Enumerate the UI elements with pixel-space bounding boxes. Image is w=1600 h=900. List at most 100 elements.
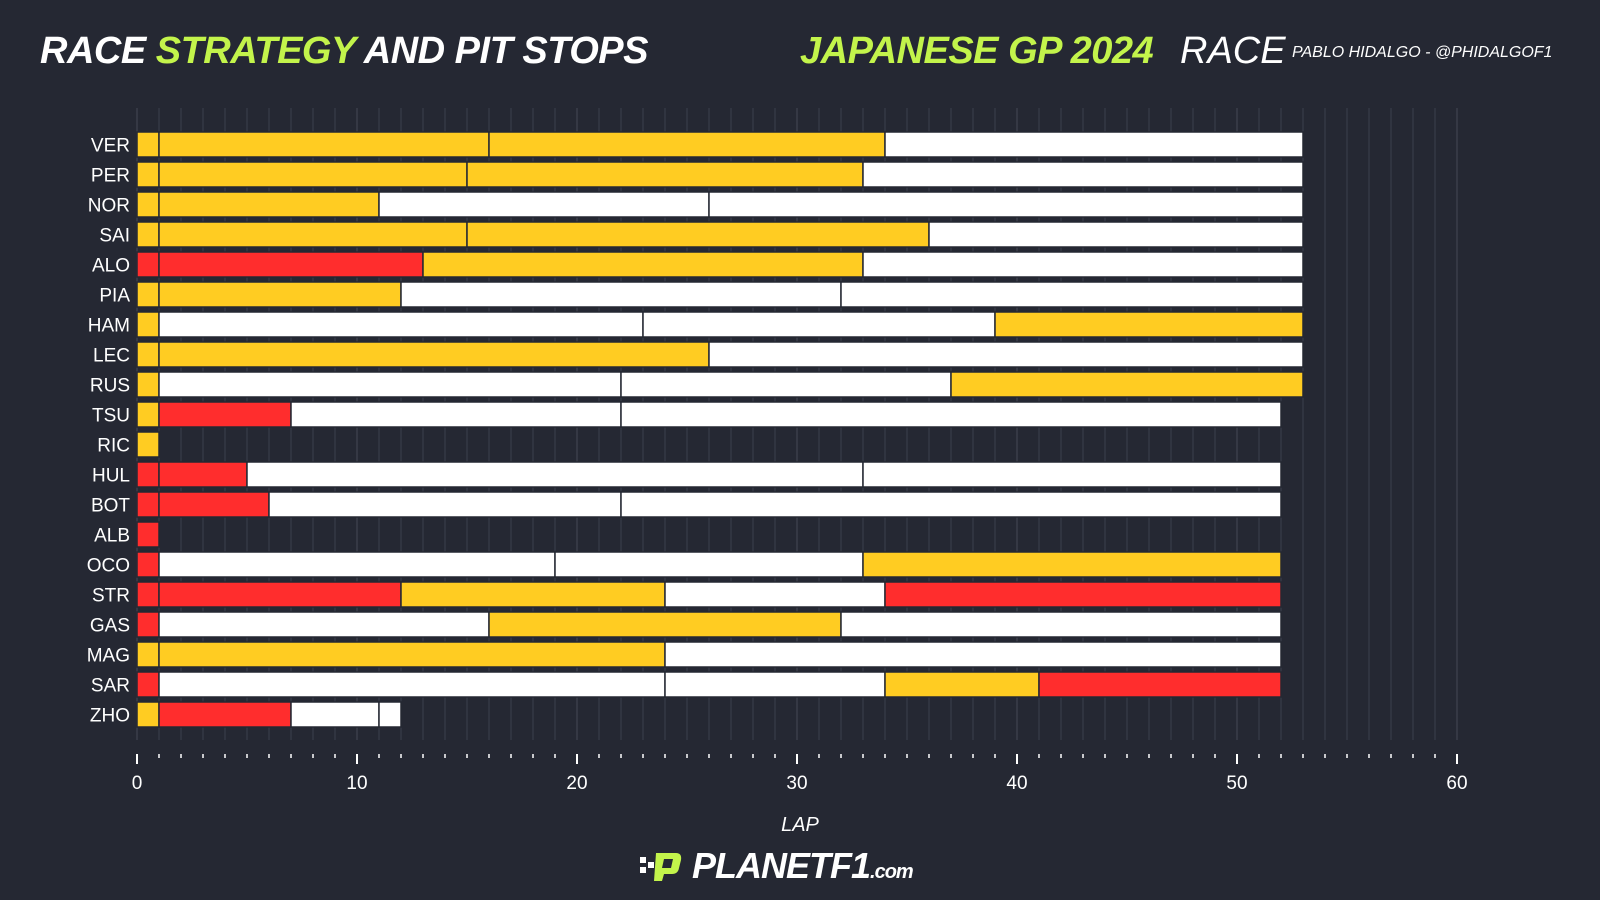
- stint-bar-hard: [862, 461, 1282, 488]
- stint-bar-soft: [158, 491, 270, 518]
- stint-bar-hard: [290, 401, 622, 428]
- driver-label-nor: NOR: [88, 196, 130, 217]
- stint-bar-medium: [158, 341, 710, 368]
- stint-bar-medium: [136, 281, 160, 308]
- driver-label-ham: HAM: [88, 316, 130, 337]
- driver-label-sai: SAI: [99, 226, 130, 247]
- stint-bar-hard: [158, 371, 622, 398]
- stint-bar-hard: [840, 611, 1282, 638]
- stint-bar-soft: [136, 521, 160, 548]
- stint-bar-medium: [136, 701, 160, 728]
- stint-bar-soft: [136, 491, 160, 518]
- logo-suffix: .com: [870, 861, 914, 883]
- stint-bar-medium: [136, 131, 160, 158]
- stint-bar-medium: [488, 131, 886, 158]
- event-name: JAPANESE GP 2024: [800, 30, 1154, 72]
- stint-bar-hard: [620, 491, 1282, 518]
- stint-bar-soft: [1038, 671, 1282, 698]
- driver-label-oco: OCO: [87, 556, 130, 577]
- stint-bar-hard: [378, 191, 710, 218]
- stint-bar-medium: [158, 131, 490, 158]
- stint-bar-medium: [950, 371, 1304, 398]
- stint-bar-medium: [136, 401, 160, 428]
- author-credit: PABLO HIDALGO - @PHIDALGOF1: [1292, 44, 1553, 61]
- stint-bar-medium: [422, 251, 864, 278]
- stint-bar-soft: [136, 611, 160, 638]
- driver-label-mag: MAG: [87, 646, 130, 667]
- driver-label-ric: RIC: [97, 436, 130, 457]
- stint-bar-medium: [400, 581, 666, 608]
- stint-bar-hard: [862, 251, 1304, 278]
- stint-bar-hard: [642, 311, 996, 338]
- logo-main: PLANETF1: [692, 845, 871, 886]
- x-tick-label: 60: [1446, 773, 1467, 794]
- stint-bar-hard: [158, 611, 490, 638]
- driver-label-alo: ALO: [92, 256, 130, 277]
- title-part2: AND PIT STOPS: [355, 30, 649, 72]
- stint-bar-soft: [158, 581, 402, 608]
- stint-bar-hard: [554, 551, 864, 578]
- logo-wordmark: PLANETF1.com: [692, 845, 914, 887]
- stint-bar-hard: [708, 191, 1304, 218]
- x-tick-label: 30: [786, 773, 807, 794]
- chart-title: RACE STRATEGY AND PIT STOPS: [40, 30, 648, 73]
- stint-bar-hard: [620, 401, 1282, 428]
- stint-bar-hard: [620, 371, 952, 398]
- stint-bar-soft: [136, 461, 160, 488]
- stint-bar-hard: [928, 221, 1304, 248]
- stint-bar-hard: [246, 461, 864, 488]
- stint-bar-medium: [136, 311, 160, 338]
- stint-bar-hard: [664, 671, 886, 698]
- stint-bar-medium: [862, 551, 1282, 578]
- driver-label-pia: PIA: [99, 286, 130, 307]
- driver-label-per: PER: [91, 166, 130, 187]
- driver-label-sar: SAR: [91, 676, 130, 697]
- driver-label-ver: VER: [91, 136, 130, 157]
- driver-label-hul: HUL: [92, 466, 130, 487]
- stint-bar-hard: [840, 281, 1304, 308]
- driver-label-rus: RUS: [90, 376, 130, 397]
- stint-bar-medium: [158, 641, 666, 668]
- planetf1-logo-icon: [640, 853, 682, 881]
- title-part1: RACE: [40, 30, 156, 72]
- x-tick-label: 40: [1006, 773, 1027, 794]
- driver-label-str: STR: [92, 586, 130, 607]
- session-name: RACE: [1180, 30, 1286, 72]
- stint-bar-medium: [466, 161, 864, 188]
- driver-label-lec: LEC: [93, 346, 130, 367]
- stint-bar-hard: [862, 161, 1304, 188]
- driver-label-gas: GAS: [90, 616, 130, 637]
- stint-bar-hard: [378, 701, 402, 728]
- stint-bar-soft: [158, 461, 248, 488]
- driver-label-bot: BOT: [91, 496, 130, 517]
- stint-bar-medium: [136, 431, 160, 458]
- stint-bar-medium: [136, 341, 160, 368]
- driver-label-tsu: TSU: [92, 406, 130, 427]
- stint-bar-medium: [466, 221, 930, 248]
- stint-bar-medium: [158, 221, 468, 248]
- x-axis-label: LAP: [781, 814, 819, 836]
- driver-label-zho: ZHO: [90, 706, 130, 727]
- stint-bar-hard: [664, 641, 1282, 668]
- x-tick-label: 10: [346, 773, 367, 794]
- stint-bar-soft: [158, 401, 292, 428]
- stint-bar-soft: [136, 671, 160, 698]
- stint-bar-hard: [158, 671, 666, 698]
- stint-bar-soft: [158, 701, 292, 728]
- stint-bar-soft: [136, 551, 160, 578]
- stint-bar-medium: [884, 671, 1040, 698]
- stint-bar-hard: [884, 131, 1304, 158]
- stint-bar-hard: [708, 341, 1304, 368]
- stint-bar-soft: [136, 251, 160, 278]
- stint-bar-soft: [884, 581, 1282, 608]
- stint-bar-soft: [158, 251, 424, 278]
- stint-bar-soft: [136, 581, 160, 608]
- stint-bar-medium: [158, 281, 402, 308]
- stint-bar-medium: [158, 161, 468, 188]
- stint-bar-hard: [158, 551, 556, 578]
- stint-bar-hard: [400, 281, 842, 308]
- stint-bar-medium: [136, 371, 160, 398]
- stint-bar-medium: [488, 611, 842, 638]
- stint-bar-medium: [136, 221, 160, 248]
